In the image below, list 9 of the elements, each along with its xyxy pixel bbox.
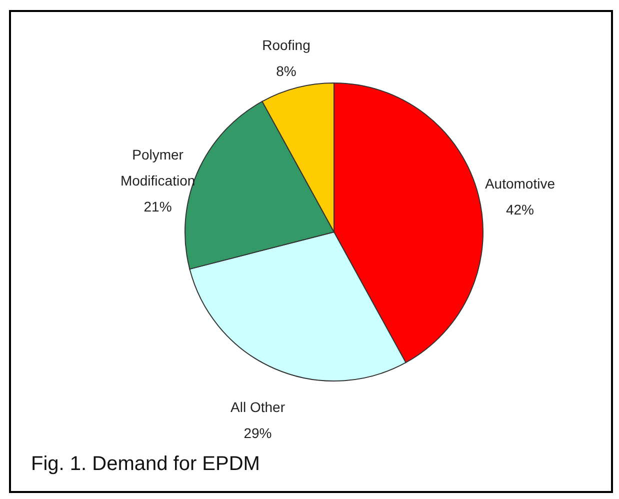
data-label: 21% [144,198,172,215]
slice-label: All Other [230,399,286,416]
data-label: 42% [506,201,534,218]
slice-label: Polymer Modification [120,146,196,189]
data-label: 8% [276,63,296,80]
caption: Fig. 1. Demand for EPDM [31,453,260,475]
data-label: 29% [244,425,272,442]
slice-label: Roofing [262,37,310,54]
slice-label: Automotive [484,175,556,192]
